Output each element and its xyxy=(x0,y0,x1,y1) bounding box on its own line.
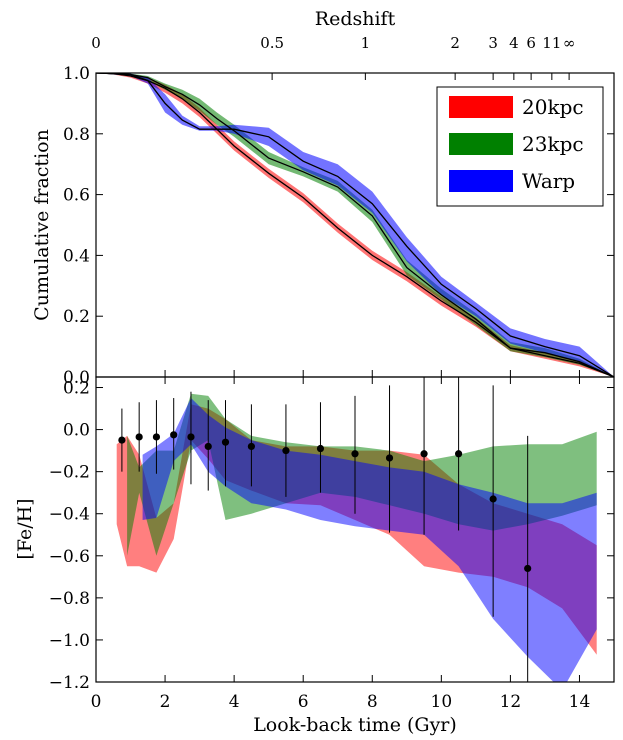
bottom-x-tick-label: 0 xyxy=(91,692,102,712)
top-band-warp xyxy=(96,73,614,377)
data-point xyxy=(420,450,428,458)
top-y-tick-label: 0.2 xyxy=(63,307,90,327)
data-point xyxy=(135,433,143,441)
legend-swatch-20kpc xyxy=(449,96,513,118)
legend-swatch-warp xyxy=(449,170,513,192)
redshift-tick-label: 2 xyxy=(450,34,460,52)
redshift-tick-label: 0 xyxy=(91,34,101,52)
bottom-panel: −1.2−1.0−0.8−0.6−0.4−0.20.00.2 0 2 4 6 8 10 12… xyxy=(14,370,615,736)
bottom-y-tick-label: −1.0 xyxy=(49,631,90,651)
bottom-y-axis-title: [Fe/H] xyxy=(14,498,36,559)
bottom-x-tick-label: 10 xyxy=(431,692,453,712)
bottom-y-tick-label: −1.2 xyxy=(49,673,90,693)
redshift-tick-label: ∞ xyxy=(563,34,576,52)
redshift-tick-label: 4 xyxy=(509,34,519,52)
bottom-x-tick-label: 4 xyxy=(229,692,240,712)
bottom-y-tick-label: 0.2 xyxy=(63,379,90,399)
redshift-tick-label: 0.5 xyxy=(260,34,284,52)
bottom-x-tick-label: 6 xyxy=(298,692,309,712)
legend-label-20kpc: 20kpc xyxy=(522,95,584,119)
top-y-tick-label: 0.0 xyxy=(63,368,90,388)
data-point xyxy=(170,431,178,439)
data-point xyxy=(489,495,497,503)
bottom-y-tick-label: −0.8 xyxy=(49,589,90,609)
data-point xyxy=(316,444,325,453)
bottom-x-axis-title: Look-back time (Gyr) xyxy=(253,714,457,736)
legend-label-23kpc: 23kpc xyxy=(522,132,584,156)
bottom-x-tick-label: 12 xyxy=(500,692,522,712)
redshift-tick-label: 11 xyxy=(542,34,561,52)
data-point xyxy=(118,436,126,444)
bottom-band-warp xyxy=(142,398,597,682)
top-median-line-23kpc xyxy=(96,73,614,377)
bottom-data-points xyxy=(118,377,532,682)
redshift-tick-label: 6 xyxy=(526,34,536,52)
redshift-tick-label: 1 xyxy=(361,34,371,52)
data-point xyxy=(351,450,359,458)
bottom-y-tick-label: −0.6 xyxy=(49,547,90,567)
top-y-tick-label: 0.8 xyxy=(63,125,90,145)
bottom-y-tick-label: 0.0 xyxy=(63,421,90,441)
top-bands xyxy=(96,73,614,377)
bottom-y-tick-label: −0.4 xyxy=(49,505,90,525)
legend-label-warp: Warp xyxy=(522,169,575,193)
top-y-tick-label: 1.0 xyxy=(63,64,90,84)
bottom-y-ticks: −1.2 −1.0 −0.8 −0.6 −0.4 −0.2 0.0 0.2 xyxy=(49,379,614,693)
legend-swatch-23kpc xyxy=(449,133,513,155)
bottom-plot-frame xyxy=(95,376,615,683)
bottom-bands xyxy=(116,393,597,682)
redshift-ticks: 0 0.5 1 2 3 4 6 11 ∞ xyxy=(91,34,575,80)
redshift-tick-label: 3 xyxy=(488,34,498,52)
bottom-x-tick-label: 14 xyxy=(569,692,591,712)
bottom-x-tick-label: 2 xyxy=(160,692,171,712)
top-y-axis-title: Cumulative fraction xyxy=(31,129,53,321)
top-y-tick-label: 0.4 xyxy=(63,246,90,266)
data-point xyxy=(247,442,255,451)
bottom-y-tick-label: −0.2 xyxy=(49,463,90,483)
data-point xyxy=(152,433,161,441)
data-point xyxy=(524,564,532,573)
data-point xyxy=(385,454,394,462)
data-point xyxy=(204,442,212,451)
legend: 20kpc 23kpc Warp xyxy=(436,86,604,207)
top-y-tick-label: 0.6 xyxy=(63,186,90,206)
top-panel: 0.0 0.2 0.4 0.6 0.8 1.0 0 0.5 1 2 3 4 6 11 ∞ Redshift… xyxy=(31,8,615,388)
top-median-line-warp xyxy=(96,73,614,377)
data-point xyxy=(455,450,463,458)
data-point xyxy=(187,433,195,441)
top-median-lines xyxy=(96,73,614,377)
data-point xyxy=(221,438,230,446)
top-x-axis-title: Redshift xyxy=(315,8,396,30)
bottom-x-tick-label: 8 xyxy=(367,692,378,712)
data-point xyxy=(282,447,290,455)
